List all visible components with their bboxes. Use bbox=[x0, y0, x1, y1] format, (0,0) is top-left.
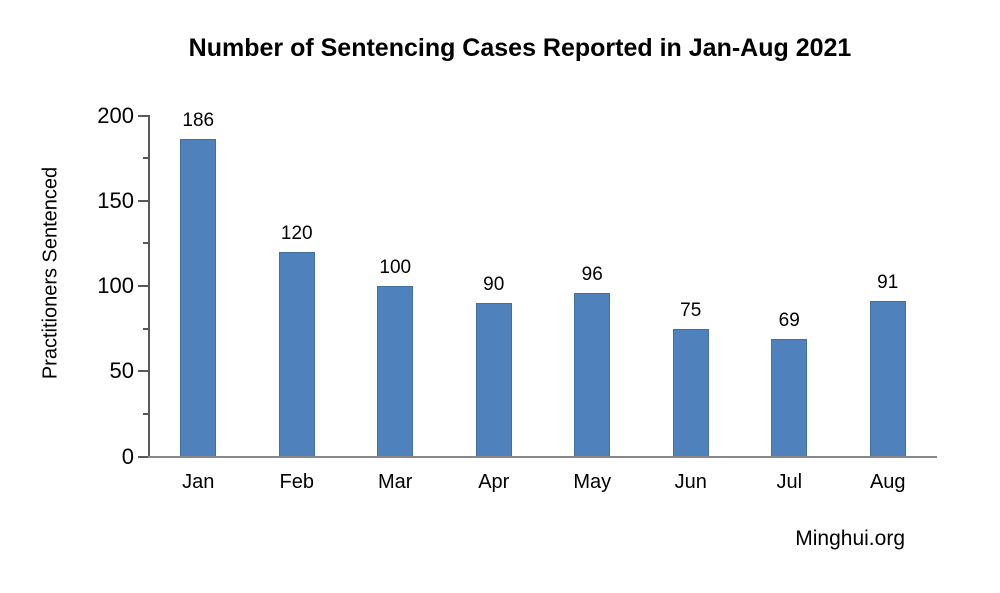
y-axis-line bbox=[148, 115, 150, 457]
x-axis-label-jul: Jul bbox=[776, 471, 803, 493]
y-axis-tick-label: 0 bbox=[121, 443, 134, 469]
bar-may bbox=[574, 292, 611, 458]
y-axis-tick-label: 200 bbox=[97, 102, 134, 128]
source-credit: Minghui.org bbox=[795, 527, 905, 550]
bar-value-label-mar: 100 bbox=[379, 257, 412, 278]
x-axis-line bbox=[148, 455, 937, 458]
x-axis-label-mar: Mar bbox=[378, 471, 413, 493]
y-axis-major-tick bbox=[138, 370, 149, 373]
y-axis-tick-label: 100 bbox=[97, 273, 134, 298]
x-axis-label-may: May bbox=[573, 471, 612, 493]
bar-value-label-feb: 120 bbox=[280, 222, 313, 244]
y-axis-minor-tick bbox=[143, 327, 149, 330]
y-axis-major-tick bbox=[138, 114, 149, 117]
bar-value-label-jan: 186 bbox=[182, 110, 215, 132]
y-axis-minor-tick bbox=[143, 412, 149, 415]
y-axis-major-tick bbox=[138, 285, 149, 287]
y-axis-tick-label: 150 bbox=[97, 187, 134, 213]
bar-jul bbox=[771, 338, 808, 458]
bar-aug bbox=[869, 301, 906, 458]
x-axis-label-apr: Apr bbox=[478, 471, 510, 493]
x-axis-label-jan: Jan bbox=[182, 471, 215, 493]
y-axis-minor-tick bbox=[143, 242, 149, 245]
x-axis-label-feb: Feb bbox=[279, 471, 314, 493]
y-axis-tick-label: 50 bbox=[109, 358, 134, 384]
y-axis-minor-tick bbox=[143, 157, 149, 160]
bar-value-label-apr: 90 bbox=[483, 274, 505, 296]
bar-jun bbox=[672, 328, 709, 458]
y-axis-major-tick bbox=[138, 199, 149, 202]
bar-value-label-jul: 69 bbox=[778, 309, 800, 331]
bar-apr bbox=[475, 303, 512, 458]
bar-mar bbox=[377, 286, 414, 458]
bar-value-label-jun: 75 bbox=[680, 299, 702, 321]
y-axis-major-tick bbox=[138, 455, 149, 458]
bar-feb bbox=[278, 251, 315, 458]
bar-value-label-aug: 91 bbox=[877, 272, 899, 294]
bar-value-label-may: 96 bbox=[581, 263, 603, 285]
x-axis-label-aug: Aug bbox=[869, 471, 906, 493]
bar-jan bbox=[180, 139, 217, 458]
x-axis-label-jun: Jun bbox=[674, 471, 707, 493]
chart-title: Number of Sentencing Cases Reported in J… bbox=[188, 34, 852, 62]
